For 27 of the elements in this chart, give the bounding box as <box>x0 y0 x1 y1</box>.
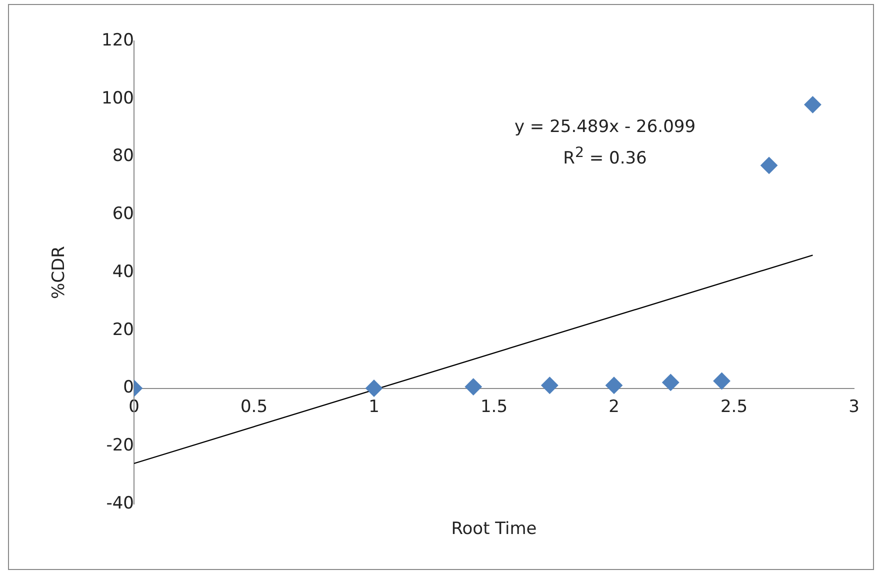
y-tick-label: 120 <box>102 30 134 50</box>
point <box>804 96 822 114</box>
x-tick-label: 0.5 <box>240 396 268 417</box>
y-tick-label: 60 <box>112 204 134 224</box>
y-tick-label: 100 <box>102 88 134 108</box>
x-tick-label: 1.5 <box>480 396 508 417</box>
annotation: y = 25.489x - 26.099 <box>513 116 697 139</box>
y-tick-label: -20 <box>106 436 134 456</box>
annotation: R$^{2}$ = 0.36 <box>562 144 648 171</box>
point <box>606 376 622 394</box>
point <box>366 380 382 397</box>
point <box>713 372 730 390</box>
point <box>464 378 482 396</box>
point <box>760 156 778 174</box>
y-tick-label: 0 <box>123 378 134 398</box>
point <box>541 376 558 394</box>
point <box>662 374 680 391</box>
y-tick-label: -40 <box>106 493 134 514</box>
y-tick-label: 80 <box>112 146 134 166</box>
y-axis-title: %CDR <box>49 246 69 299</box>
y-tick-label: 40 <box>112 262 134 282</box>
x-tick-label: 2.5 <box>720 396 748 417</box>
x-tick-label: 3 <box>848 396 860 417</box>
y-tick-label: 20 <box>112 320 134 340</box>
x-tick-label: 1 <box>368 396 380 417</box>
x-tick-label: 2 <box>608 396 620 417</box>
x-axis-title: Root Time <box>451 519 537 539</box>
